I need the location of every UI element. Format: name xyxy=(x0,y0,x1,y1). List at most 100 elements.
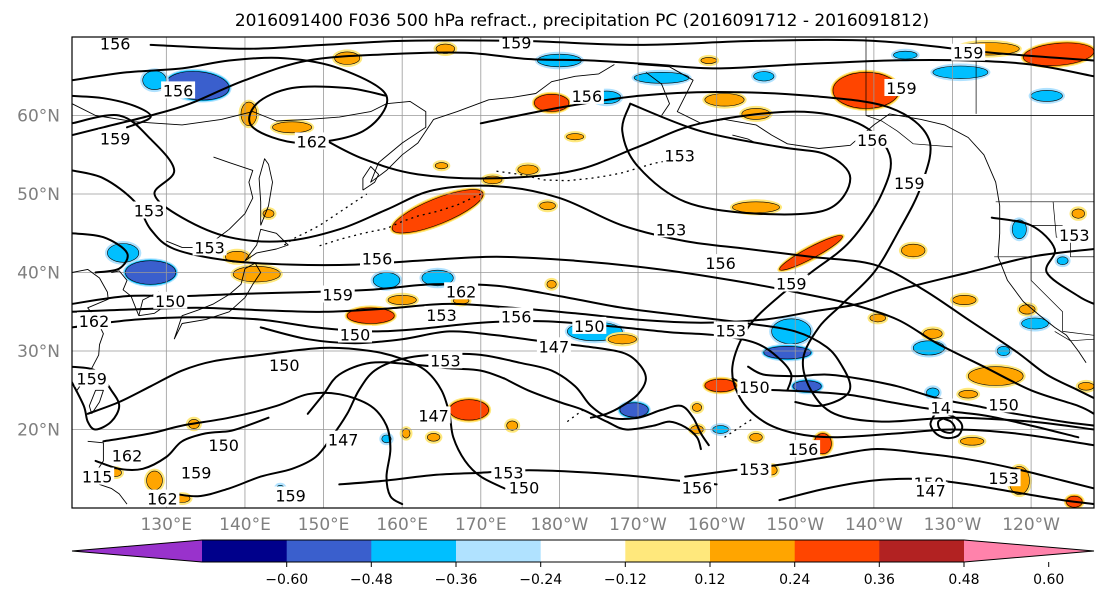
colorbar-bins xyxy=(71,539,1095,563)
contour-label: 159 xyxy=(275,486,306,505)
contour-label-bg xyxy=(206,436,241,454)
island-chain xyxy=(724,418,753,438)
contour-line xyxy=(72,169,1094,415)
contour-label: 153 xyxy=(194,238,225,257)
colorbar-tick-labels: −0.60 −0.48 −0.36 −0.24 −0.12 0.12 0.24 0.36 0.4… xyxy=(265,572,1064,588)
contour-line xyxy=(338,469,718,486)
contour-label: 162 xyxy=(147,490,178,509)
contour-label-bg xyxy=(132,201,166,219)
contour-label-bg xyxy=(928,398,953,416)
contour-label-bg xyxy=(569,86,604,104)
anomaly-patch xyxy=(1056,256,1069,265)
anomaly-patch xyxy=(506,420,519,431)
contour-line xyxy=(747,365,1094,427)
latitude-labels: 20°N 30°N 40°N 50°N 60°N xyxy=(17,107,60,441)
anomaly-patch xyxy=(959,437,985,446)
colorbar-outline xyxy=(71,539,1095,563)
contour-line xyxy=(72,94,152,129)
contour-label-bg xyxy=(536,337,571,355)
colorbar-tick-label: 0.48 xyxy=(948,572,979,588)
anomaly-patch xyxy=(607,334,637,345)
contour-label: 153 xyxy=(426,306,457,325)
anomaly-patch xyxy=(435,43,456,54)
contour-label: 150 xyxy=(208,436,239,455)
anomaly-patch xyxy=(869,313,886,323)
colorbar-tick-label: 0.36 xyxy=(864,572,895,588)
contour-line xyxy=(72,114,1094,400)
contour-label-bg xyxy=(428,351,463,369)
longitude-label: 160°E xyxy=(376,515,428,535)
anomaly-patch xyxy=(232,266,281,283)
contour-label-bg xyxy=(179,463,214,481)
longitude-label: 120°W xyxy=(1002,515,1060,535)
border-line xyxy=(994,256,1094,336)
contour-label-bg xyxy=(855,130,890,148)
anomaly-patch xyxy=(1071,208,1085,219)
coastline xyxy=(258,158,273,226)
contour-label-bg xyxy=(80,467,115,485)
contour-label: 159 xyxy=(776,275,807,294)
contour-line xyxy=(259,326,647,419)
colorbar-bin xyxy=(625,540,711,562)
contour-label: 156 xyxy=(705,254,736,273)
longitude-label: 130°E xyxy=(140,515,192,535)
contour-label-bg xyxy=(294,132,329,150)
contour-label: 147 xyxy=(328,431,359,450)
contour-label-bg xyxy=(98,37,133,52)
anomaly-patch xyxy=(893,50,918,60)
longitude-label: 140°E xyxy=(219,515,271,535)
coastline xyxy=(637,64,1087,364)
contour-label-bg xyxy=(192,238,227,256)
anomaly-patch xyxy=(146,470,163,491)
contour-label-bg xyxy=(713,321,748,339)
contour-label-bg xyxy=(572,316,607,334)
contour-label-bg xyxy=(267,356,302,374)
anomaly-patch xyxy=(427,433,441,442)
longitude-labels: 130°E 140°E 150°E 160°E 170°E 180°W 170°W 160°W… xyxy=(140,515,1060,535)
contour-label-bg xyxy=(326,430,361,448)
contour-label: 159 xyxy=(100,129,131,148)
contour-label-bg xyxy=(951,43,986,61)
anomaly-patch xyxy=(901,243,926,258)
anomaly-patch xyxy=(633,72,690,84)
longitude-label: 150°E xyxy=(298,515,350,535)
contour-label: 153 xyxy=(1059,226,1090,245)
anomaly-patch xyxy=(691,403,702,412)
contour-label: 156 xyxy=(682,479,713,498)
contour-label-bg xyxy=(737,459,772,477)
latitude-label: 20°N xyxy=(17,421,60,441)
contour-label-bg xyxy=(986,469,1021,487)
contour-label: 156 xyxy=(163,81,194,100)
contour-label-bg xyxy=(338,325,372,343)
longitude-label: 150°W xyxy=(766,515,824,535)
contour-label-bg xyxy=(662,146,697,164)
contour-label-bg xyxy=(416,406,451,424)
contour-label: 153 xyxy=(134,202,165,221)
contour-label: 162 xyxy=(79,312,110,331)
anomaly-patch xyxy=(566,133,585,141)
anomaly-patch xyxy=(771,318,812,345)
contour-label-bg xyxy=(161,81,196,99)
coastline xyxy=(166,156,254,248)
anomaly-patch xyxy=(704,378,737,393)
colorbar-bin xyxy=(371,540,457,562)
colorbar-tick-label: 0.60 xyxy=(1033,572,1064,588)
colorbar-tick-label: −0.60 xyxy=(265,572,308,588)
coastline xyxy=(72,64,615,183)
border-line xyxy=(1054,331,1094,342)
refractivity-contours xyxy=(72,38,1094,506)
anomaly-patch xyxy=(923,328,943,339)
anomaly-patch xyxy=(391,189,484,234)
contour-label: 153 xyxy=(664,147,695,166)
latitude-label: 40°N xyxy=(17,264,60,284)
anomaly-patch xyxy=(1011,219,1027,240)
anomaly-patch xyxy=(912,340,945,356)
contour-label: 147 xyxy=(915,482,946,501)
contour-label-bg xyxy=(360,249,394,267)
anomaly-patch xyxy=(517,164,539,175)
colorbar-tick-label: 0.24 xyxy=(779,572,810,588)
contour-label-bg xyxy=(444,282,479,300)
contour-label: 162 xyxy=(446,282,477,301)
